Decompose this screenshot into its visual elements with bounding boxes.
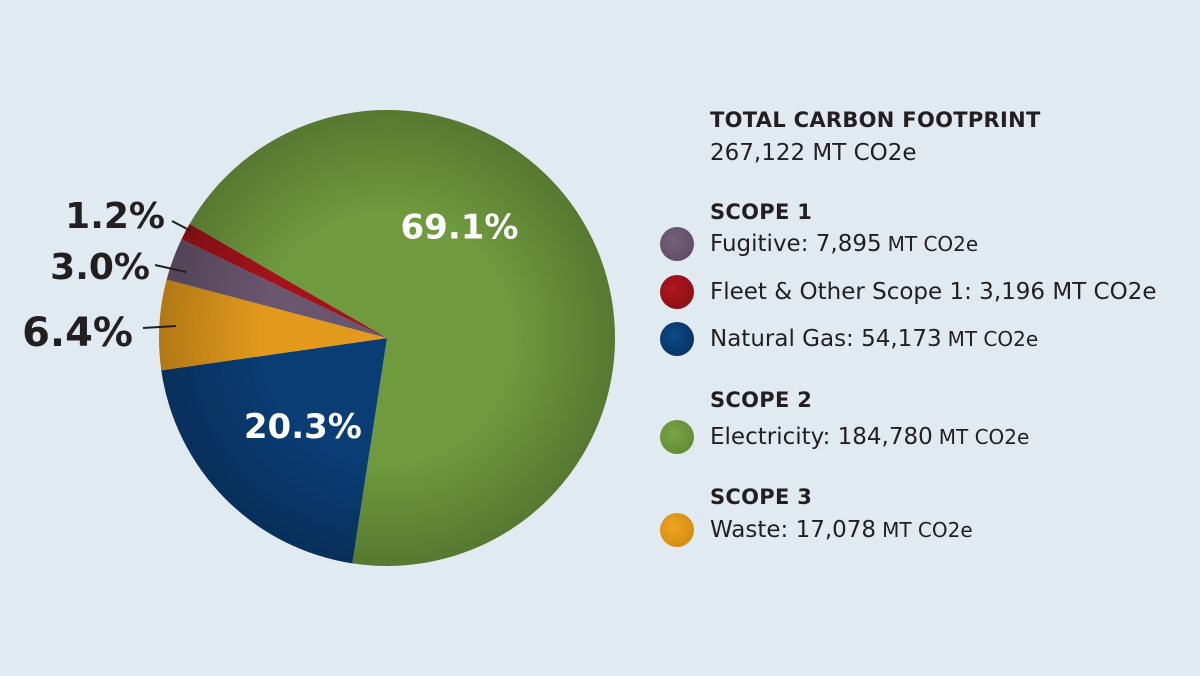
legend-item-natural-gas: Natural Gas: 54,173 MT CO2e [660, 322, 1038, 356]
slice-label: 20.3% [244, 407, 362, 447]
legend-unit: MT CO2e [887, 232, 979, 256]
legend-swatch [660, 513, 694, 547]
legend-swatch [660, 275, 694, 309]
leader-line [142, 325, 177, 329]
legend-item-fugitive: Fugitive: 7,895 MT CO2e [660, 227, 978, 261]
leader-line [171, 220, 192, 232]
legend-swatch [660, 420, 694, 454]
slice-label: 3.0% [50, 247, 150, 288]
legend-text: Natural Gas: 54,173 [710, 326, 942, 352]
total-value: 267,122 MT CO2e [710, 140, 917, 166]
legend-text: Fugitive: 7,895 [710, 231, 882, 257]
legend-item-fleet: Fleet & Other Scope 1: 3,196 MT CO2e [660, 275, 1157, 309]
legend-unit: MT CO2e [882, 518, 973, 542]
legend-item-electricity: Electricity: 184,780 MT CO2e [660, 420, 1029, 454]
legend-unit: MT CO2e [947, 327, 1039, 351]
scope1-heading: SCOPE 1 [710, 200, 813, 224]
legend-item-waste: Waste: 17,078 MT CO2e [660, 513, 973, 547]
legend-swatch [660, 322, 694, 356]
legend-text: Fleet & Other Scope 1: 3,196 MT CO2e [710, 279, 1157, 305]
legend-unit: MT CO2e [938, 425, 1030, 449]
pie-slice-natural-gas [161, 338, 387, 564]
slice-label: 6.4% [22, 310, 133, 356]
total-title: TOTAL CARBON FOOTPRINT [710, 108, 1041, 132]
slice-label: 69.1% [401, 208, 519, 248]
legend-swatch [660, 227, 694, 261]
legend-text: Electricity: 184,780 [710, 424, 933, 450]
slice-label: 1.2% [65, 196, 165, 237]
legend-text: Waste: 17,078 [710, 517, 877, 543]
scope3-heading: SCOPE 3 [710, 485, 813, 509]
scope2-heading: SCOPE 2 [710, 388, 813, 412]
leader-line [154, 264, 187, 273]
